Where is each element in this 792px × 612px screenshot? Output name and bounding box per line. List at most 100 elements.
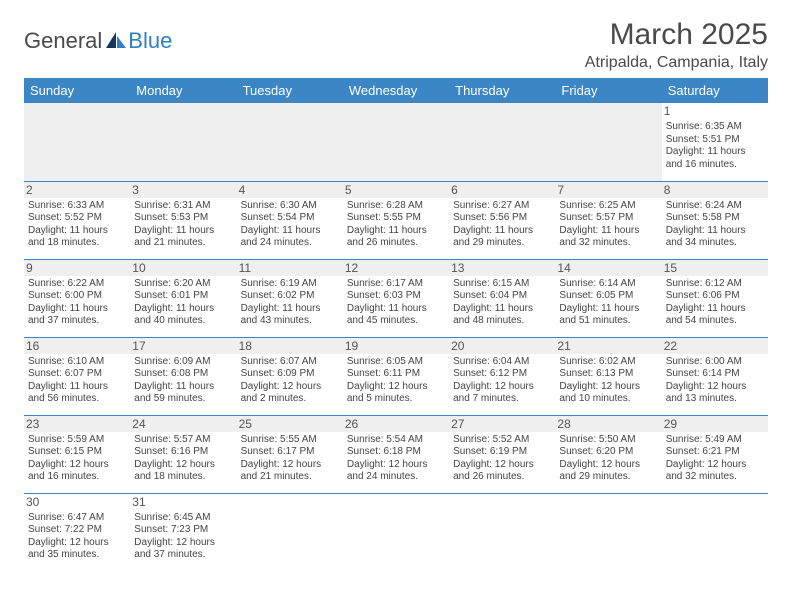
day-number: 11 <box>237 260 343 276</box>
sunset-text: Sunset: 6:17 PM <box>241 446 339 459</box>
weekday-header: Tuesday <box>237 78 343 103</box>
calendar-cell: 23Sunrise: 5:59 AMSunset: 6:15 PMDayligh… <box>24 415 130 493</box>
calendar-cell: 7Sunrise: 6:25 AMSunset: 5:57 PMDaylight… <box>555 181 661 259</box>
daylight-text: and 26 minutes. <box>347 237 445 250</box>
title-block: March 2025 Atripalda, Campania, Italy <box>585 18 768 72</box>
calendar-cell: 16Sunrise: 6:10 AMSunset: 6:07 PMDayligh… <box>24 337 130 415</box>
sunrise-text: Sunrise: 5:54 AM <box>347 434 445 447</box>
daylight-text: Daylight: 11 hours <box>347 225 445 238</box>
day-number: 19 <box>343 338 449 354</box>
calendar-cell: 24Sunrise: 5:57 AMSunset: 6:16 PMDayligh… <box>130 415 236 493</box>
weekday-header: Wednesday <box>343 78 449 103</box>
sunset-text: Sunset: 6:18 PM <box>347 446 445 459</box>
sunrise-text: Sunrise: 6:10 AM <box>28 356 126 369</box>
day-number: 9 <box>24 260 130 276</box>
day-number: 26 <box>343 416 449 432</box>
calendar-row: 23Sunrise: 5:59 AMSunset: 6:15 PMDayligh… <box>24 415 768 493</box>
sunset-text: Sunset: 6:04 PM <box>453 290 551 303</box>
sunrise-text: Sunrise: 5:57 AM <box>134 434 232 447</box>
calendar-cell: 10Sunrise: 6:20 AMSunset: 6:01 PMDayligh… <box>130 259 236 337</box>
weekday-header: Thursday <box>449 78 555 103</box>
sunset-text: Sunset: 6:02 PM <box>241 290 339 303</box>
daylight-text: and 48 minutes. <box>453 315 551 328</box>
day-number: 3 <box>130 182 236 198</box>
sunrise-text: Sunrise: 6:07 AM <box>241 356 339 369</box>
sunset-text: Sunset: 6:11 PM <box>347 368 445 381</box>
calendar-row: 9Sunrise: 6:22 AMSunset: 6:00 PMDaylight… <box>24 259 768 337</box>
calendar-cell: 2Sunrise: 6:33 AMSunset: 5:52 PMDaylight… <box>24 181 130 259</box>
weekday-header: Monday <box>130 78 236 103</box>
daylight-text: Daylight: 12 hours <box>559 459 657 472</box>
daylight-text: Daylight: 12 hours <box>453 381 551 394</box>
calendar-row: 2Sunrise: 6:33 AMSunset: 5:52 PMDaylight… <box>24 181 768 259</box>
weekday-header-row: Sunday Monday Tuesday Wednesday Thursday… <box>24 78 768 103</box>
calendar-cell: 1Sunrise: 6:35 AMSunset: 5:51 PMDaylight… <box>662 103 768 181</box>
sunrise-text: Sunrise: 5:59 AM <box>28 434 126 447</box>
daylight-text: and 35 minutes. <box>28 549 126 562</box>
sunrise-text: Sunrise: 6:35 AM <box>666 121 764 134</box>
daylight-text: and 5 minutes. <box>347 393 445 406</box>
sunrise-text: Sunrise: 6:15 AM <box>453 278 551 291</box>
daylight-text: Daylight: 11 hours <box>28 381 126 394</box>
daylight-text: and 45 minutes. <box>347 315 445 328</box>
calendar-cell: 3Sunrise: 6:31 AMSunset: 5:53 PMDaylight… <box>130 181 236 259</box>
daylight-text: Daylight: 11 hours <box>241 225 339 238</box>
sunrise-text: Sunrise: 6:02 AM <box>559 356 657 369</box>
sunset-text: Sunset: 6:09 PM <box>241 368 339 381</box>
sunrise-text: Sunrise: 6:05 AM <box>347 356 445 369</box>
daylight-text: Daylight: 12 hours <box>559 381 657 394</box>
logo: General Blue <box>24 28 172 54</box>
sunset-text: Sunset: 6:06 PM <box>666 290 764 303</box>
daylight-text: and 29 minutes. <box>453 237 551 250</box>
calendar-cell <box>237 493 343 571</box>
sail-icon <box>106 32 128 50</box>
sunrise-text: Sunrise: 5:50 AM <box>559 434 657 447</box>
sunset-text: Sunset: 6:07 PM <box>28 368 126 381</box>
daylight-text: Daylight: 11 hours <box>559 225 657 238</box>
calendar-row: 1Sunrise: 6:35 AMSunset: 5:51 PMDaylight… <box>24 103 768 181</box>
daylight-text: and 34 minutes. <box>666 237 764 250</box>
sunrise-text: Sunrise: 6:19 AM <box>241 278 339 291</box>
daylight-text: and 37 minutes. <box>134 549 232 562</box>
location: Atripalda, Campania, Italy <box>585 54 768 72</box>
sunrise-text: Sunrise: 6:12 AM <box>666 278 764 291</box>
day-number: 24 <box>130 416 236 432</box>
sunset-text: Sunset: 6:19 PM <box>453 446 551 459</box>
sunset-text: Sunset: 6:15 PM <box>28 446 126 459</box>
daylight-text: and 10 minutes. <box>559 393 657 406</box>
sunrise-text: Sunrise: 6:33 AM <box>28 200 126 213</box>
daylight-text: and 43 minutes. <box>241 315 339 328</box>
daylight-text: Daylight: 11 hours <box>28 225 126 238</box>
daylight-text: and 54 minutes. <box>666 315 764 328</box>
daylight-text: and 59 minutes. <box>134 393 232 406</box>
day-number: 22 <box>662 338 768 354</box>
sunset-text: Sunset: 6:00 PM <box>28 290 126 303</box>
daylight-text: Daylight: 11 hours <box>559 303 657 316</box>
daylight-text: Daylight: 11 hours <box>134 303 232 316</box>
calendar-cell <box>449 493 555 571</box>
daylight-text: and 24 minutes. <box>241 237 339 250</box>
calendar-cell: 18Sunrise: 6:07 AMSunset: 6:09 PMDayligh… <box>237 337 343 415</box>
daylight-text: and 16 minutes. <box>28 471 126 484</box>
calendar-cell <box>555 493 661 571</box>
calendar-cell <box>662 493 768 571</box>
sunset-text: Sunset: 7:23 PM <box>134 524 232 537</box>
sunrise-text: Sunrise: 6:31 AM <box>134 200 232 213</box>
day-number: 13 <box>449 260 555 276</box>
sunrise-text: Sunrise: 5:52 AM <box>453 434 551 447</box>
daylight-text: Daylight: 12 hours <box>347 381 445 394</box>
sunrise-text: Sunrise: 6:04 AM <box>453 356 551 369</box>
daylight-text: and 37 minutes. <box>28 315 126 328</box>
daylight-text: and 21 minutes. <box>134 237 232 250</box>
sunrise-text: Sunrise: 6:45 AM <box>134 512 232 525</box>
daylight-text: and 40 minutes. <box>134 315 232 328</box>
calendar-cell: 4Sunrise: 6:30 AMSunset: 5:54 PMDaylight… <box>237 181 343 259</box>
sunset-text: Sunset: 5:56 PM <box>453 212 551 225</box>
calendar-cell <box>130 103 236 181</box>
day-number: 10 <box>130 260 236 276</box>
sunset-text: Sunset: 6:05 PM <box>559 290 657 303</box>
calendar-cell: 11Sunrise: 6:19 AMSunset: 6:02 PMDayligh… <box>237 259 343 337</box>
calendar-cell: 14Sunrise: 6:14 AMSunset: 6:05 PMDayligh… <box>555 259 661 337</box>
daylight-text: and 29 minutes. <box>559 471 657 484</box>
daylight-text: Daylight: 11 hours <box>666 146 764 159</box>
